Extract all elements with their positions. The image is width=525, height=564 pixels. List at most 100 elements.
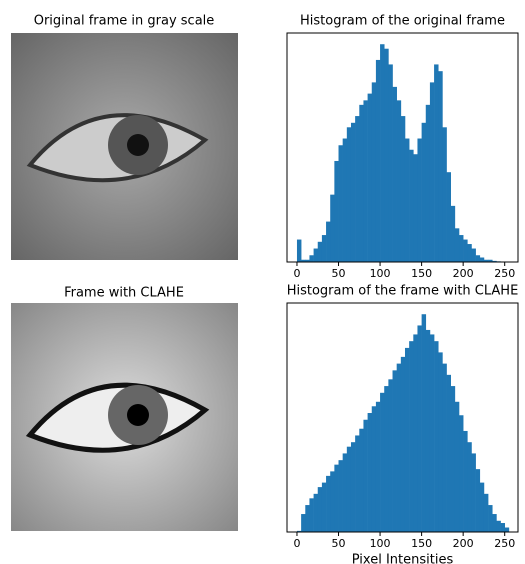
clahe-image [11,303,238,531]
histogram-bar [375,59,381,262]
histogram-bar [313,248,319,262]
histogram-bar [400,356,406,532]
histogram-bar [479,482,485,532]
histogram-bar [392,86,397,262]
histogram-bar [309,498,314,532]
x-tick-label: 0 [293,267,300,280]
histogram-bar [438,352,443,532]
histogram-bar [492,260,497,262]
histogram-bar [475,255,481,262]
x-tick-label: 200 [453,267,474,280]
histogram-bar [380,392,385,532]
x-tick-label: 100 [370,537,391,550]
histogram-bar [334,464,339,532]
histogram-bar [309,255,314,262]
histogram-bar [359,428,364,532]
histogram-bar [442,127,447,262]
histogram-bar [459,235,464,262]
histogram-bar [296,530,302,532]
histogram-bar [363,100,368,263]
histogram-bar [413,154,418,262]
histogram-bar [425,329,431,532]
histogram-bar [363,419,368,532]
histogram-bar [483,259,489,262]
histogram-bar [417,325,422,532]
histogram-bar [450,386,456,532]
histogram-bar [454,401,460,532]
image-title: Original frame in gray scale [34,14,215,29]
histogram-bar [409,341,414,532]
x-tick-label: 50 [332,267,346,280]
histogram-bar [321,482,327,532]
histogram-bar [400,116,406,262]
x-tick-label: 50 [332,537,346,550]
original-image [11,33,238,260]
histogram-bar [301,259,306,262]
histogram-bar [388,64,393,263]
histogram-bar [404,347,410,532]
histogram-bar [434,341,439,532]
image-title: Frame with CLAHE [64,286,184,301]
histogram-bar [475,469,481,532]
histogram-bar [317,241,323,262]
histogram-bar [321,235,327,262]
histogram-bar [371,406,377,532]
histogram-bar [396,363,402,532]
histogram-bar [429,82,435,263]
histogram-bar [392,370,397,532]
histogram-bar [429,334,435,532]
histogram-bar [479,257,485,262]
histogram-bar [355,435,360,532]
histogram-bar [301,514,306,532]
histogram-bar [338,460,343,532]
histogram-bar [330,471,335,532]
histogram-bar [313,493,319,532]
x-tick-label: 200 [453,537,474,550]
histogram-bar [367,413,373,532]
histogram-bar [483,493,489,532]
histogram-bar [450,205,456,262]
histogram-bar [371,82,377,263]
histogram-bar [421,122,427,262]
x-tick-label: 250 [494,537,515,550]
histogram-bar [330,194,335,262]
histogram-bar [317,487,323,532]
chart-title: Histogram of the original frame [300,14,505,29]
x-tick-label: 0 [293,537,300,550]
axes-frame [286,32,519,263]
histogram-bar [467,442,472,532]
histogram-bar [388,379,393,532]
x-tick-label: 250 [494,267,515,280]
histogram-bar [350,122,356,262]
histogram-bar [359,104,364,262]
histogram-bar [438,71,443,263]
histogram-bar [326,475,331,532]
histogram-bar [305,505,310,532]
x-tick-label: 150 [411,537,432,550]
histogram-bar [350,442,356,532]
histogram-bar [367,93,373,262]
axes-frame [286,302,519,533]
histogram-bar [375,401,381,532]
histogram-bar [463,239,468,262]
histogram-bar [434,64,439,263]
histogram-bar [384,386,389,532]
histogram-bar [446,374,451,532]
histogram-bar [355,116,360,262]
histogram-bar [409,149,414,262]
histogram-bar [425,104,431,262]
histogram-bar [404,138,410,262]
histogram-bar [500,523,506,532]
histogram-bar [305,259,310,262]
histogram-bar [467,244,472,262]
histogram-bar [346,446,352,532]
histogram-bar [342,453,348,532]
histogram-bar [334,160,339,262]
histogram-bar [421,314,427,532]
histogram-bar [471,453,476,532]
x-tick-label: 100 [370,267,391,280]
histogram-bar [346,127,352,262]
histogram-bar [384,48,389,263]
histogram-bar [459,415,464,532]
